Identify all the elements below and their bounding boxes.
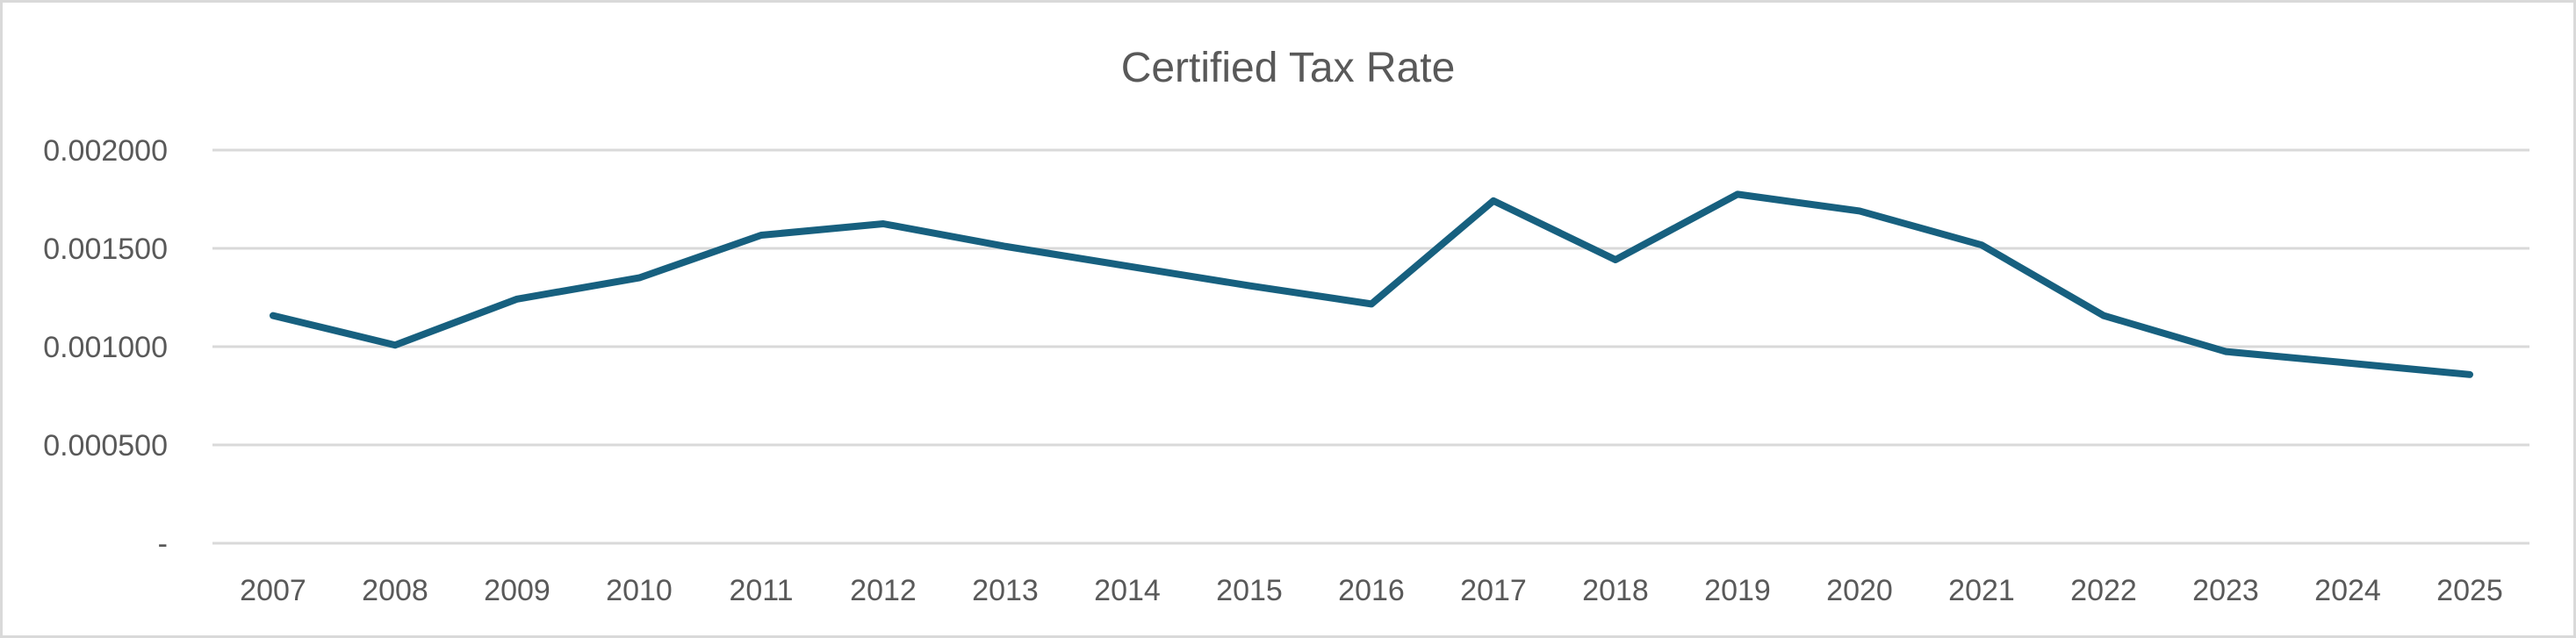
y-tick-label: - <box>158 527 168 561</box>
x-tick-label: 2014 <box>1094 574 1161 607</box>
x-tick-label: 2011 <box>729 574 793 607</box>
x-tick-label: 2010 <box>606 574 673 607</box>
x-tick-label: 2020 <box>1826 574 1893 607</box>
x-tick-label: 2022 <box>2070 574 2137 607</box>
y-tick-label: 0.001500 <box>43 233 168 266</box>
x-tick-label: 2024 <box>2314 574 2381 607</box>
x-tick-label: 2025 <box>2436 574 2503 607</box>
x-tick-label: 2019 <box>1704 574 1771 607</box>
x-tick-label: 2013 <box>972 574 1039 607</box>
x-tick-label: 2023 <box>2192 574 2259 607</box>
x-tick-label: 2018 <box>1582 574 1649 607</box>
x-tick-label: 2007 <box>240 574 306 607</box>
y-tick-label: 0.001000 <box>43 331 168 364</box>
x-tick-label: 2008 <box>362 574 428 607</box>
series-line <box>270 190 2473 378</box>
x-tick-label: 2016 <box>1338 574 1405 607</box>
line-chart: Certified Tax Rate - 0.000500 0.001000 0.00… <box>43 45 2529 607</box>
y-tick-label: 0.002000 <box>43 134 168 168</box>
x-tick-label: 2009 <box>484 574 550 607</box>
y-tick-label: 0.000500 <box>43 429 168 462</box>
x-tick-label: 2017 <box>1460 574 1527 607</box>
chart-title: Certified Tax Rate <box>1121 45 1456 91</box>
x-tick-label: 2015 <box>1216 574 1283 607</box>
x-tick-label: 2012 <box>850 574 917 607</box>
x-tick-label: 2021 <box>1948 574 2015 607</box>
